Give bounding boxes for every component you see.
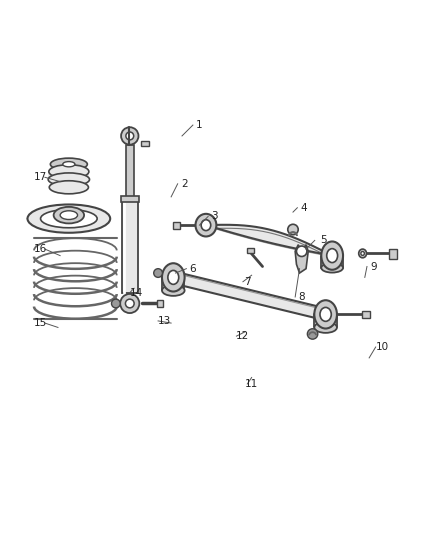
- Ellipse shape: [359, 249, 367, 258]
- Text: 12: 12: [237, 331, 250, 341]
- Bar: [157, 300, 163, 307]
- Circle shape: [307, 329, 318, 339]
- Ellipse shape: [201, 220, 211, 231]
- Ellipse shape: [168, 270, 179, 284]
- Ellipse shape: [60, 211, 78, 220]
- Text: 8: 8: [298, 292, 305, 302]
- Text: 2: 2: [181, 179, 187, 189]
- Text: 14: 14: [130, 288, 143, 297]
- Ellipse shape: [28, 205, 110, 233]
- Ellipse shape: [162, 285, 185, 296]
- Ellipse shape: [321, 263, 343, 272]
- Bar: [126, 144, 134, 197]
- Circle shape: [297, 246, 307, 256]
- Ellipse shape: [321, 241, 343, 270]
- Text: 3: 3: [212, 212, 218, 221]
- Text: 11: 11: [245, 379, 258, 389]
- Text: 13: 13: [158, 316, 171, 326]
- Bar: [121, 197, 138, 293]
- Text: 4: 4: [300, 203, 307, 213]
- Polygon shape: [48, 172, 89, 180]
- Ellipse shape: [314, 300, 337, 328]
- Bar: [247, 248, 254, 254]
- Text: 5: 5: [320, 236, 327, 245]
- Bar: [173, 222, 180, 229]
- Text: 17: 17: [34, 172, 47, 182]
- Ellipse shape: [195, 214, 216, 237]
- Bar: [141, 141, 149, 146]
- Polygon shape: [173, 271, 325, 320]
- Ellipse shape: [361, 252, 364, 255]
- Ellipse shape: [63, 161, 75, 167]
- Circle shape: [112, 299, 120, 308]
- Ellipse shape: [49, 165, 89, 179]
- Circle shape: [288, 224, 298, 235]
- Ellipse shape: [327, 249, 338, 263]
- Circle shape: [126, 132, 134, 140]
- Text: 16: 16: [34, 244, 47, 254]
- Ellipse shape: [48, 173, 89, 186]
- Bar: [389, 249, 396, 259]
- Ellipse shape: [320, 308, 331, 321]
- Ellipse shape: [162, 263, 185, 292]
- Ellipse shape: [49, 181, 88, 194]
- Ellipse shape: [314, 322, 337, 333]
- Ellipse shape: [53, 207, 84, 223]
- Circle shape: [120, 294, 139, 313]
- Circle shape: [125, 299, 134, 308]
- Text: 1: 1: [196, 120, 203, 130]
- Circle shape: [154, 269, 162, 277]
- Text: 6: 6: [190, 264, 196, 273]
- Text: 15: 15: [34, 318, 47, 328]
- Ellipse shape: [41, 209, 97, 228]
- Circle shape: [121, 127, 138, 144]
- Ellipse shape: [50, 158, 87, 171]
- Polygon shape: [206, 225, 332, 256]
- Text: 7: 7: [244, 277, 251, 287]
- Polygon shape: [295, 245, 308, 273]
- Bar: [362, 311, 370, 318]
- Bar: [120, 196, 139, 202]
- Text: 9: 9: [370, 262, 377, 271]
- Text: 10: 10: [376, 342, 389, 352]
